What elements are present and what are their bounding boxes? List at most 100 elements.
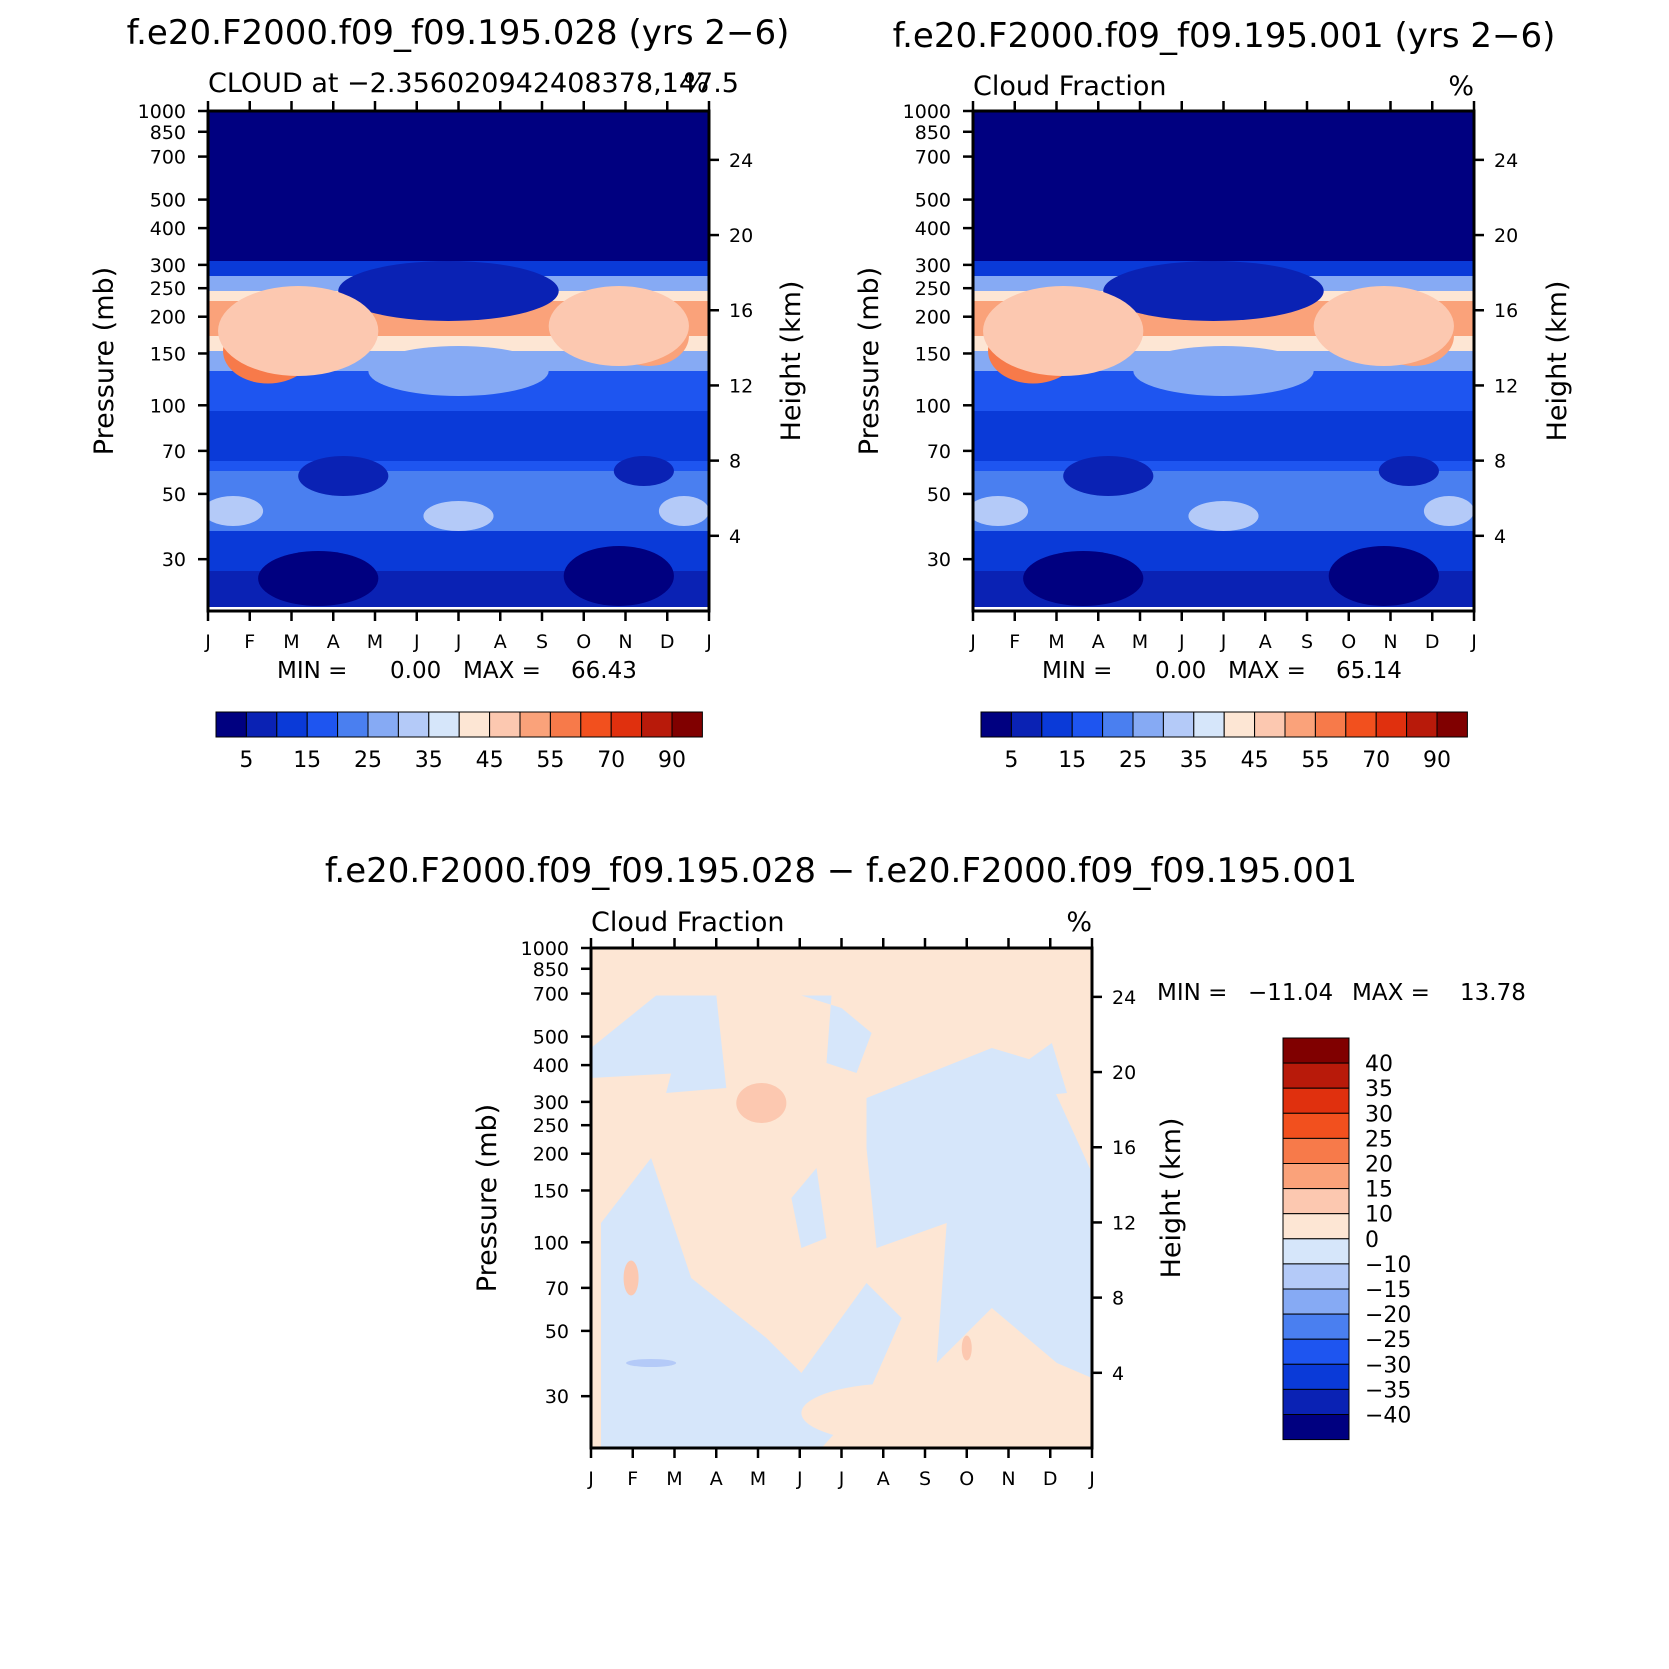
panel-1-x-tick-label: D [660, 631, 675, 653]
panel-3-y-right-tick-label: 8 [1112, 1288, 1124, 1310]
panel-3-colorbar-swatch [1282, 1087, 1350, 1114]
panel-1-colorbar-label: 70 [597, 748, 625, 773]
panel-2-y-right-tick-label: 16 [1494, 300, 1518, 322]
panel-2-colorbar-label: 70 [1362, 748, 1390, 773]
panel-1-x-tick-label: M [283, 631, 299, 653]
panel-2-colorbar-swatch [1132, 711, 1164, 738]
panel-3-colorbar-swatch [1282, 1238, 1350, 1265]
panel-3-y-tick-label: 30 [545, 1386, 569, 1408]
panel-3-negative-region-6 [1016, 1043, 1067, 1098]
panel-2-y-right-tick-label: 8 [1494, 451, 1506, 473]
panel-2-x-tick-label: F [1009, 631, 1020, 653]
panel-2-x-tick-label: S [1301, 631, 1313, 653]
panel-1-subtitle-left: CLOUD at −2.356020942408378,147.5 [208, 68, 739, 99]
panel-3-y-axis-right: 24 20 16 12 8 4 [1092, 987, 1136, 1385]
panel-1-y-tick-label: 70 [162, 441, 186, 463]
panel-2-x-tick-label: J [1220, 631, 1227, 653]
panel-2-max-value: 65.14 [1336, 658, 1402, 684]
panel-1-colorbar-swatch [580, 711, 612, 738]
panel-3-colorbar-label: 0 [1365, 1228, 1379, 1253]
panel-1-y-right-tick-label: 12 [729, 375, 753, 397]
panel-2-colorbar-swatch [1345, 711, 1377, 738]
panel-1-colorbar-swatch [428, 711, 460, 738]
panel-2-colorbar-swatch [1162, 711, 1195, 738]
panel-3-colorbar-swatch [1282, 1188, 1350, 1215]
panel-2-colorbar-swatch [1284, 711, 1316, 738]
panel-2-min-value: 0.00 [1155, 658, 1206, 684]
panel-1-stats: MIN = 0.00 MAX = 66.43 [277, 658, 637, 684]
panel-2-y-tick-label: 30 [927, 549, 951, 571]
panel-3-y-tick-label: 700 [533, 984, 569, 1006]
panel-1-colorbar-label: 35 [415, 748, 443, 773]
panel-1-y-tick-label: 850 [150, 122, 186, 144]
panel-1-colorbar-swatch [306, 711, 339, 738]
panel-3-colorbar-label: 40 [1365, 1052, 1393, 1077]
panel-3-colorbar-label: −20 [1365, 1303, 1411, 1328]
panel-2-mid-core-0 [1063, 456, 1154, 496]
panel-2-colorbar-swatch [1254, 711, 1286, 738]
panel-1-band-5 [208, 411, 709, 461]
panel-2-colorbar-swatch [1010, 711, 1043, 738]
panel-1-y-tick-label: 250 [150, 278, 186, 300]
panel-3-min-value: −11.04 [1248, 980, 1333, 1006]
panel-1-y-right-tick-label: 20 [729, 225, 753, 247]
panel-3-colorbar-swatch [1282, 1137, 1350, 1165]
panel-2-y-right-tick-label: 4 [1494, 526, 1506, 548]
panel-1-colorbar: 5 15 25 35 45 55 70 90 [215, 711, 703, 773]
panel-1-low-patch-1 [423, 501, 494, 531]
panel-2-colorbar-swatch [1223, 711, 1256, 738]
panel-3-x-tick-label: J [587, 1468, 594, 1490]
panel-3-colorbar-swatch [1282, 1037, 1350, 1064]
panel-3-colorbar-label: 10 [1365, 1203, 1393, 1228]
panel-3-x-tick-label: M [666, 1468, 682, 1490]
panel-2-y-right-tick-label: 24 [1494, 150, 1518, 172]
panel-3-colorbar-label: −10 [1365, 1253, 1411, 1278]
panel-1-low-patch-0 [208, 496, 264, 526]
panel-1-colorbar-label: 55 [536, 748, 564, 773]
panel-2-mid-light [1133, 346, 1314, 396]
panel-2-colorbar-label: 15 [1058, 748, 1086, 773]
panel-3-x-tick-label: D [1043, 1468, 1058, 1490]
panel-2-surface-core-0 [1023, 551, 1144, 606]
panel-1-y-tick-label: 30 [162, 549, 186, 571]
panel-1-colorbar-swatch [458, 711, 491, 738]
panel-2-y-tick-label: 250 [915, 278, 951, 300]
panel-2-x-tick-label: J [1470, 631, 1477, 653]
panel-1-colorbar-swatch [671, 711, 703, 738]
panel-1-plot [208, 111, 709, 611]
panel-3-colorbar-swatch [1282, 1338, 1350, 1365]
panel-3-positive-spot-0 [736, 1083, 787, 1123]
panel-1-y-right-tick-label: 24 [729, 150, 753, 172]
panel-1-x-tick-label: O [576, 631, 591, 653]
panel-2-colorbar-swatch [1314, 711, 1347, 738]
panel-1-mid-core-0 [298, 456, 389, 496]
panel-3-y-right-tick-label: 16 [1112, 1137, 1136, 1159]
panel-1-case-title: f.e20.F2000.f09_f09.195.028 (yrs 2−6) [127, 13, 790, 53]
panel-1-surface-core-0 [258, 551, 379, 606]
panel-3-y-right-tick-label: 4 [1112, 1363, 1124, 1385]
panel-1-colorbar-swatch [519, 711, 551, 738]
panel-2-y-tick-label: 700 [915, 147, 951, 169]
panel-2-min-label: MIN = [1042, 658, 1112, 684]
panel-3-subtitle-right: % [1066, 907, 1092, 938]
panel-2-low-patch-2 [1423, 496, 1474, 526]
panel-2-upper-dip [1103, 261, 1324, 321]
panel-3-x-tick-label: A [877, 1468, 890, 1490]
panel-3-y-right-tick-label: 24 [1112, 987, 1136, 1009]
panel-1-colorbar-label: 45 [476, 748, 504, 773]
panel-2-mid-core-1 [1378, 456, 1439, 486]
panel-2-colorbar-swatch [1193, 711, 1225, 738]
panel-3-y-tick-label: 50 [545, 1321, 569, 1343]
panel-1-surface-line [208, 607, 709, 611]
panel-3-max-value: 13.78 [1460, 980, 1526, 1006]
panel-1-colorbar-label: 15 [293, 748, 321, 773]
panel-3-x-tick-label: M [750, 1468, 766, 1490]
panel-2-stats: MIN = 0.00 MAX = 65.14 [1042, 658, 1402, 684]
panel-2-x-tick-label: D [1425, 631, 1440, 653]
panel-3-y-tick-label: 150 [533, 1180, 569, 1202]
